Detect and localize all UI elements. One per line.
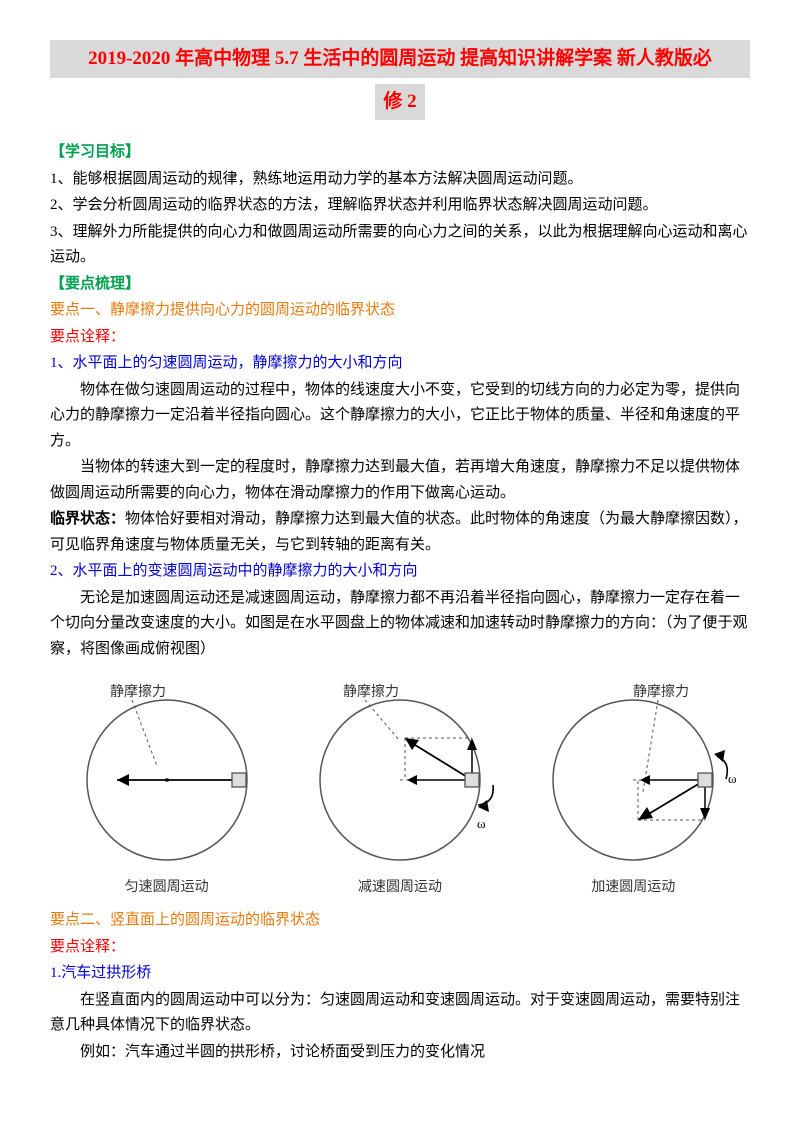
document-title-line1: 2019-2020 年高中物理 5.7 生活中的圆周运动 提高知识讲解学案 新人… [50, 40, 750, 78]
points-header: 【要点梳理】 [50, 272, 750, 298]
sub3-title: 1.汽车过拱形桥 [50, 961, 750, 987]
arrow-rad-head-2 [407, 775, 417, 785]
explain-label-1: 要点诠释： [50, 325, 750, 351]
explain-label-2: 要点诠释： [50, 935, 750, 961]
arrow-tan-head-3 [700, 808, 710, 820]
sub1-text3-bold: 临界状态： [50, 511, 125, 527]
title-sub-wrap: 修 2 [50, 84, 750, 130]
sub1-text3: 物体恰好要相对滑动，静摩擦力达到最大值的状态。此时物体的角速度（为最大静摩擦因数… [50, 511, 748, 553]
sub3-text1: 在竖直面内的圆周运动中可以分为：匀速圆周运动和变速圆周运动。对于变速圆周运动，需… [50, 988, 750, 1039]
arrow-head-1 [117, 774, 129, 786]
sub2-title: 2、水平面上的变速圆周运动中的静摩擦力的大小和方向 [50, 559, 750, 585]
friction-label-1: 静摩擦力 [110, 683, 166, 700]
block-1 [232, 773, 246, 787]
document-title-line2: 修 2 [375, 84, 424, 120]
objective-2: 2、学会分析圆周运动的临界状态的方法，理解临界状态并利用临界状态解决圆周运动问题… [50, 193, 750, 219]
omega-label-3: ω [728, 771, 737, 786]
friction-label-2: 静摩擦力 [343, 683, 399, 700]
sub1-text2: 当物体的转速大到一定的程度时，静摩擦力达到最大值，若再增大角速度，静摩擦力不足以… [50, 455, 750, 506]
caption-3: 加速圆周运动 [591, 876, 675, 900]
point2-title: 要点二、竖直面上的圆周运动的临界状态 [50, 908, 750, 934]
point1-title: 要点一、静摩擦力提供向心力的圆周运动的临界状态 [50, 298, 750, 324]
sub1-text3-wrap: 临界状态：物体恰好要相对滑动，静摩擦力达到最大值的状态。此时物体的角速度（为最大… [50, 507, 750, 558]
diagram-accelerate-svg: 静摩擦力 ω [528, 680, 738, 870]
objectives-header: 【学习目标】 [50, 140, 750, 166]
diagram-decelerate: 静摩擦力 ω 减速圆周运动 [295, 680, 505, 900]
arrow-res-2 [407, 740, 472, 780]
diagram-accelerate: 静摩擦力 ω 加速圆周运动 [528, 680, 738, 900]
sub1-title: 1、水平面上的匀速圆周运动，静摩擦力的大小和方向 [50, 351, 750, 377]
sub3-text2: 例如：汽车通过半圆的拱形桥，讨论桥面受到压力的变化情况 [50, 1040, 750, 1066]
caption-2: 减速圆周运动 [358, 876, 442, 900]
omega-label-2: ω [477, 816, 486, 831]
arrow-res-head-2 [405, 738, 419, 750]
block-2 [465, 773, 479, 787]
block-3 [698, 773, 712, 787]
sub1-text1: 物体在做匀速圆周运动的过程中，物体的线速度大小不变，它受到的切线方向的力必定为零… [50, 378, 750, 455]
dashed-line-1 [132, 700, 157, 766]
diagram-row: 静摩擦力 匀速圆周运动 静摩擦力 [50, 680, 750, 900]
sub2-text1: 无论是加速圆周运动还是减速圆周运动，静摩擦力都不再沿着半径指向圆心，静摩擦力一定… [50, 586, 750, 663]
caption-1: 匀速圆周运动 [125, 876, 209, 900]
objective-3: 3、理解外力所能提供的向心力和做圆周运动所需要的向心力之间的关系，以此为根据理解… [50, 220, 750, 271]
diagram-uniform-svg: 静摩擦力 [62, 680, 272, 870]
diagram-uniform: 静摩擦力 匀速圆周运动 [62, 680, 272, 900]
objective-1: 1、能够根据圆周运动的规律，熟练地运用动力学的基本方法解决圆周运动问题。 [50, 167, 750, 193]
arrow-res-3 [642, 780, 705, 818]
arrow-rad-head-3 [640, 775, 650, 785]
friction-label-3: 静摩擦力 [633, 683, 689, 700]
diagram-decelerate-svg: 静摩擦力 ω [295, 680, 505, 870]
